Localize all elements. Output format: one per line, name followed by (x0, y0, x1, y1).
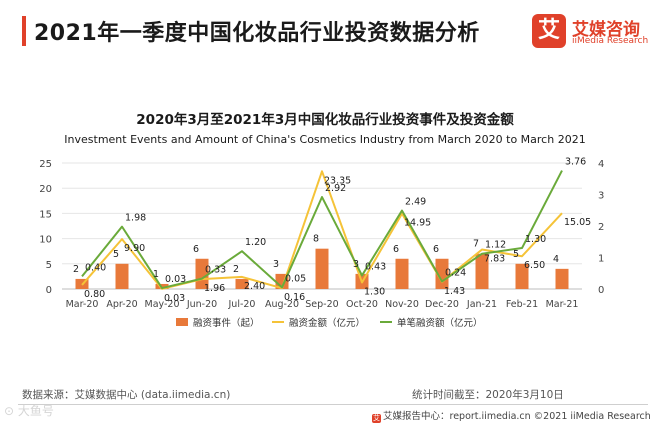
amount-data-label: 1.43 (444, 286, 465, 297)
watermark: ⊙ 大鱼号 (4, 404, 54, 418)
single-amount-data-label: 3.76 (565, 157, 586, 168)
chart-title: 2020年3月至2021年3月中国化妆品行业投资事件及投资金额 (136, 112, 514, 128)
bar-data-label: 7 (473, 239, 479, 250)
chart-subtitle: Investment Events and Amount of China's … (64, 133, 586, 146)
single-amount-data-label: 0.24 (445, 267, 466, 278)
x-tick-label: Feb-21 (506, 299, 538, 310)
amount-data-label: 23.35 (324, 175, 351, 186)
single-amount-data-label: 1.20 (245, 237, 266, 248)
x-tick-label: Dec-20 (425, 299, 459, 310)
single-amount-data-label: 2.49 (405, 197, 426, 208)
bar-data-label: 2 (73, 264, 79, 275)
amount-data-label: 1.30 (364, 286, 385, 297)
x-tick-label: Oct-20 (346, 299, 378, 310)
logo-mark-icon: 艾 (532, 14, 566, 48)
bar-investment-events (195, 258, 209, 289)
single-amount-data-label: 1.30 (525, 234, 546, 245)
x-tick-label: May-20 (145, 299, 180, 310)
amount-data-label: 0.16 (284, 292, 305, 303)
amount-data-label: 14.95 (404, 218, 431, 229)
logo-name-en: iiMedia Research (572, 36, 649, 46)
single-amount-data-label: 0.05 (285, 273, 306, 284)
bar-investment-events (395, 258, 409, 289)
amount-data-label: 15.05 (564, 217, 591, 228)
statistics-date-note: 统计时间截至：2020年3月10日 (412, 389, 564, 401)
y-right-tick-label: 4 (598, 159, 604, 170)
bar-data-label: 4 (553, 254, 559, 265)
report-center-icon: 艾 (372, 414, 381, 423)
bar-investment-events (235, 278, 249, 289)
bar-data-label: 2 (233, 264, 239, 275)
y-left-tick-label: 5 (46, 260, 52, 271)
y-left-tick-label: 20 (39, 184, 52, 195)
bar-investment-events (555, 268, 569, 289)
legend-swatch-events (176, 318, 188, 326)
bar-investment-events (515, 263, 529, 289)
x-tick-label: Apr-20 (106, 299, 137, 310)
logo-name-cn: 艾媒咨询 (572, 20, 640, 40)
bar-data-label: 6 (433, 244, 439, 255)
y-left-tick-label: 25 (39, 159, 52, 170)
x-tick-label: Nov-20 (385, 299, 419, 310)
x-tick-label: Jul-20 (228, 299, 256, 310)
single-amount-data-label: 1.12 (485, 240, 506, 251)
line-single-investment-amount (81, 170, 563, 290)
amount-data-label: 0.03 (164, 293, 185, 304)
single-amount-data-label: 0.33 (205, 265, 226, 276)
data-source-note: 数据来源：艾媒数据中心 (data.iimedia.cn) (22, 389, 231, 401)
amount-data-label: 2.40 (244, 281, 265, 292)
x-tick-label: Aug-20 (265, 299, 299, 310)
bar-data-label: 6 (393, 244, 399, 255)
legend-label-amount: 融资金额（亿元） (289, 317, 365, 329)
y-right-tick-label: 3 (598, 191, 604, 202)
bar-data-label: 5 (113, 249, 119, 260)
footer-report-line: 艾艾媒报告中心：report.iimedia.cn ©2021 iiMedia … (372, 408, 650, 423)
y-left-tick-label: 10 (39, 235, 52, 246)
single-amount-data-label: 0.43 (365, 261, 386, 272)
x-tick-label: Mar-20 (66, 299, 99, 310)
bar-investment-events (115, 263, 129, 289)
bar-data-label: 3 (353, 259, 359, 270)
bar-data-label: 3 (273, 259, 279, 270)
bar-investment-events (435, 258, 449, 289)
amount-data-label: 9.90 (124, 243, 145, 254)
y-left-tick-label: 15 (39, 209, 52, 220)
amount-data-label: 7.83 (484, 254, 505, 265)
y-right-tick-label: 0 (598, 285, 604, 296)
page-title: 2021年一季度中国化妆品行业投资数据分析 (34, 21, 480, 46)
y-left-tick-label: 0 (46, 285, 52, 296)
single-amount-data-label: 0.03 (165, 274, 186, 285)
amount-data-label: 0.80 (84, 289, 105, 300)
y-right-tick-label: 2 (598, 222, 604, 233)
bar-data-label: 1 (153, 269, 159, 280)
bar-investment-events (475, 253, 489, 289)
title-accent-bar (22, 16, 26, 46)
x-tick-label: Sep-20 (305, 299, 338, 310)
legend-label-events: 融资事件（起） (193, 317, 260, 329)
footer-report-text: 艾媒报告中心：report.iimedia.cn ©2021 iiMedia R… (383, 411, 650, 422)
amount-data-label: 6.50 (524, 260, 545, 271)
x-tick-label: Jun-20 (186, 299, 217, 310)
amount-data-label: 1.96 (204, 283, 225, 294)
bar-investment-events (315, 248, 329, 289)
x-tick-label: Jan-21 (466, 299, 497, 310)
bar-data-label: 5 (513, 249, 519, 260)
bar-data-label: 8 (313, 234, 319, 245)
legend-label-single: 单笔融资额（亿元） (397, 317, 483, 329)
y-right-tick-label: 1 (598, 254, 604, 265)
single-amount-data-label: 2.92 (325, 183, 346, 194)
footer-divider (18, 404, 648, 405)
x-tick-label: Mar-21 (546, 299, 579, 310)
brand-logo: 艾 艾媒咨询 iiMedia Research (532, 14, 648, 50)
single-amount-data-label: 1.98 (125, 213, 146, 224)
bar-data-label: 6 (193, 244, 199, 255)
single-amount-data-label: 0.40 (85, 262, 106, 273)
